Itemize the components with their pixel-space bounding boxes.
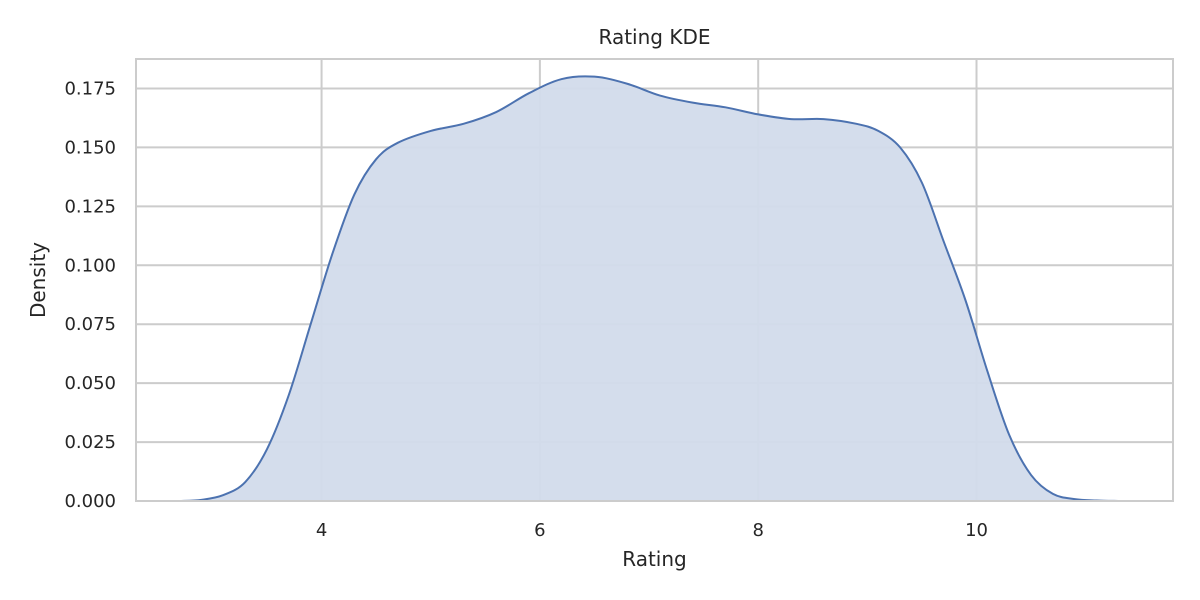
y-tick-label: 0.100 xyxy=(64,255,116,276)
density-line xyxy=(179,75,1119,502)
y-tick-labels: 0.000 0.025 0.050 0.075 0.100 0.125 0.150 0.175 xyxy=(64,78,116,512)
y-axis-label: Density xyxy=(26,242,50,318)
y-tick-label: 0.175 xyxy=(64,78,116,99)
chart-title: Rating KDE xyxy=(599,25,711,49)
x-tick-label: 6 xyxy=(534,520,545,541)
density-area-fill xyxy=(179,76,1119,501)
y-tick-label: 0.125 xyxy=(64,196,116,217)
x-tick-labels: 4 6 8 10 xyxy=(316,520,988,541)
density-area-layer xyxy=(179,75,1119,502)
x-tick-label: 10 xyxy=(965,520,988,541)
y-tick-label: 0.075 xyxy=(64,314,116,335)
y-tick-label: 0.025 xyxy=(64,432,116,453)
x-axis-label: Rating xyxy=(622,547,686,571)
x-tick-label: 8 xyxy=(752,520,763,541)
y-tick-label: 0.050 xyxy=(64,373,116,394)
y-tick-label: 0.150 xyxy=(64,137,116,158)
y-tick-label: 0.000 xyxy=(64,491,116,512)
plot-frame xyxy=(135,58,1174,502)
x-tick-label: 4 xyxy=(316,520,327,541)
